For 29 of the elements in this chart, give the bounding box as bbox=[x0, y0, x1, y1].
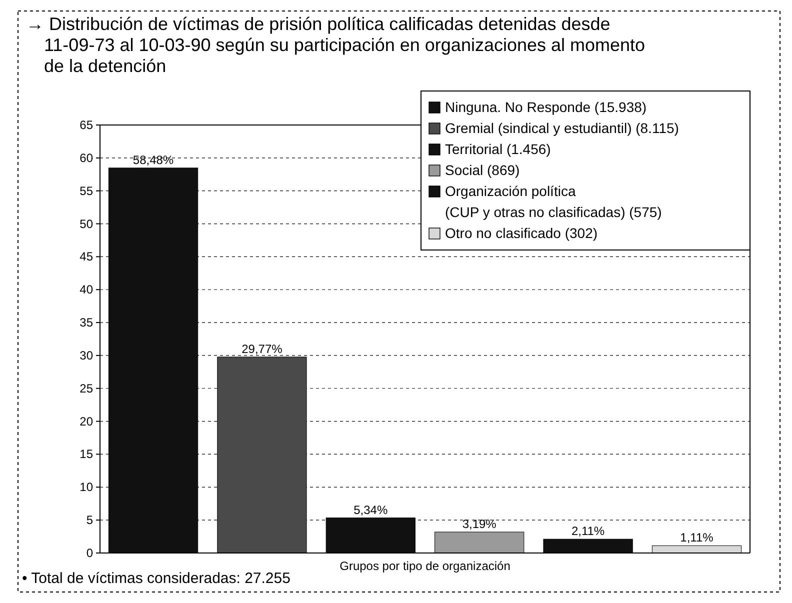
data-label: 29,77% bbox=[242, 342, 283, 356]
y-tick-label: 5 bbox=[86, 513, 94, 528]
data-label: 2,11% bbox=[571, 524, 605, 538]
y-tick-label: 0 bbox=[86, 546, 94, 560]
legend-label: Otro no clasificado (302) bbox=[445, 225, 598, 241]
data-label: 5,34% bbox=[354, 502, 388, 517]
y-tick-label: 25 bbox=[80, 381, 94, 396]
chart-title: → Distribución de víctimas de prisión política calificadas detenidas desde 11-09-73 al 10-03-90 según su participación en organizaciones al momento de la detención bbox=[26, 14, 646, 76]
y-tick-label: 20 bbox=[80, 414, 94, 428]
y-tick-label: 35 bbox=[80, 316, 94, 330]
legend-label: Social (869) bbox=[445, 162, 520, 178]
data-label: 3,19% bbox=[462, 516, 497, 531]
text: • Total de víctimas consideradas: 27.255 bbox=[22, 570, 290, 587]
y-tick-label: 30 bbox=[80, 348, 94, 362]
y-tick-label: 50 bbox=[80, 216, 94, 231]
data-label: 1,11% bbox=[680, 530, 714, 545]
y-tick-label: 65 bbox=[80, 118, 94, 132]
y-tick-label: 40 bbox=[80, 282, 94, 297]
y-tick-label: 10 bbox=[80, 480, 94, 494]
legend-label: Territorial (1.456) bbox=[445, 141, 551, 157]
legend-label: Ninguna. No Responde (15.938) bbox=[445, 99, 647, 115]
y-tick-label: 55 bbox=[80, 184, 94, 198]
y-tick-label: 45 bbox=[80, 250, 94, 264]
legend-label: Organización política (CUP y otras no clasificadas) (575) bbox=[445, 183, 662, 220]
y-tick-label: 15 bbox=[80, 447, 94, 462]
data-label: 58,48% bbox=[132, 152, 174, 167]
x-axis-title: Grupos por tipo de organización bbox=[340, 559, 510, 573]
legend-label: Gremial (sindical y estudiantil) (8.115) bbox=[445, 120, 679, 136]
y-tick-label: 60 bbox=[80, 150, 94, 165]
